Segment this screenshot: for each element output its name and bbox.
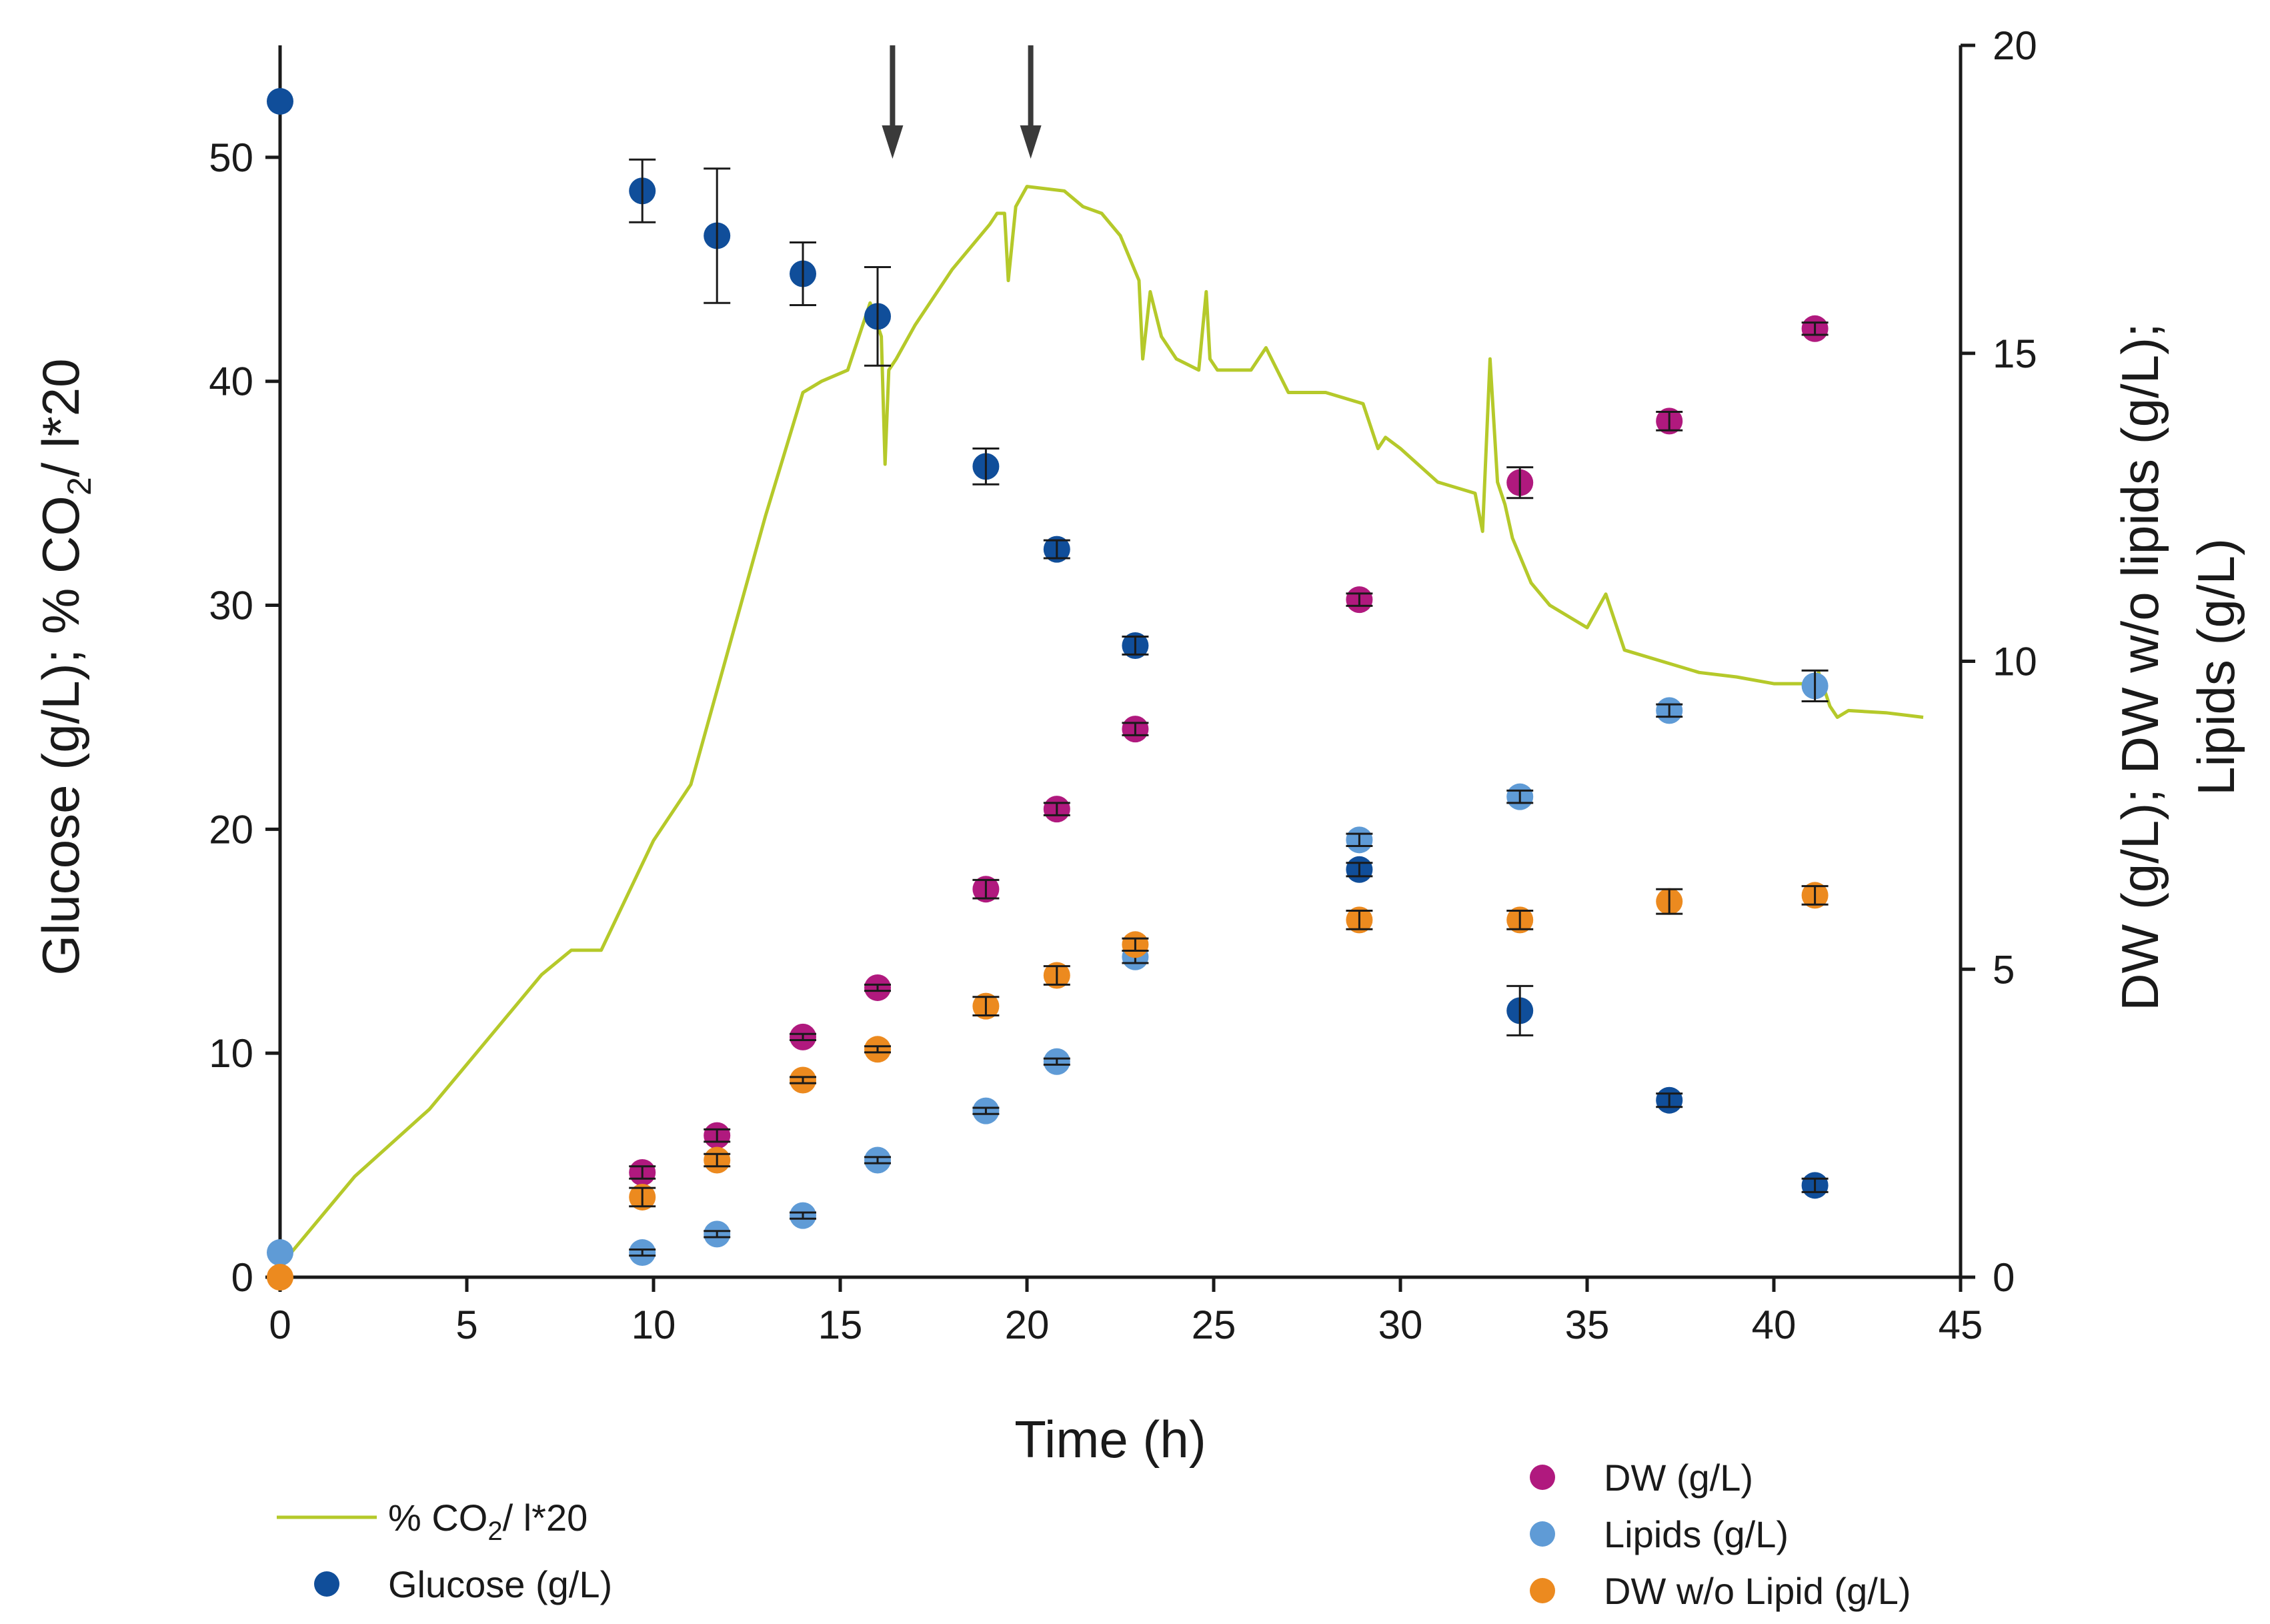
legend-left: % CO2/ l*20 Glucose (g/L) [277, 1497, 612, 1605]
x-tick-label: 45 [1939, 1303, 1983, 1347]
y-right-tick-label: 5 [1993, 947, 2015, 992]
x-tick-label: 20 [1005, 1303, 1050, 1347]
y-right-tick-label: 20 [1993, 23, 2037, 68]
y-left-tick-label: 40 [209, 359, 253, 404]
x-tick-label: 5 [455, 1303, 477, 1347]
y-left-axis-title-part1: Glucose (g/L); % CO [31, 496, 90, 976]
x-tick-label: 25 [1192, 1303, 1236, 1347]
y-right-axis-title-line1: DW (g/L); DW w/o lipids (g/L); [2111, 323, 2169, 1010]
legend-dw-label: DW (g/L) [1604, 1457, 1753, 1499]
legend-dw-marker [1530, 1465, 1555, 1490]
y-left-tick-label: 30 [209, 584, 253, 628]
legend-co2-label-part3: / l*20 [503, 1497, 588, 1539]
y-right-tick-label: 15 [1993, 331, 2037, 376]
event-arrow-head [1020, 125, 1042, 159]
legend-dw-wo-lipid-marker [1530, 1578, 1555, 1603]
legend-co2-label-part1: % CO [388, 1497, 487, 1539]
y-left-tick-label: 20 [209, 807, 253, 852]
y-left-axis-title-subscript: 2 [61, 477, 98, 496]
legend-co2-label: % CO2/ l*20 [388, 1497, 588, 1546]
x-tick-label: 15 [818, 1303, 863, 1347]
y-left-axis-title: Glucose (g/L); % CO2/ l*20 [31, 358, 98, 975]
y-left-axis-title-part3: / l*20 [31, 358, 90, 477]
legend-lipids-label: Lipids (g/L) [1604, 1513, 1789, 1555]
dw-w-o-lipid-g-l-point [267, 1264, 293, 1291]
y-right-tick-label: 10 [1993, 640, 2037, 684]
y-left-tick-label: 50 [209, 135, 253, 180]
x-tick-label: 30 [1378, 1303, 1423, 1347]
legend-glucose-marker [314, 1571, 339, 1597]
y-right-tick-label: 0 [1993, 1255, 2015, 1300]
x-tick-label: 35 [1565, 1303, 1610, 1347]
legend-co2-label-subscript: 2 [487, 1517, 502, 1546]
co2-line-series [279, 185, 1924, 1267]
y-left-tick-label: 10 [209, 1031, 253, 1076]
legend-right: DW (g/L) Lipids (g/L) DW w/o Lipid (g/L) [1530, 1457, 1911, 1612]
y-left-tick-label: 0 [231, 1255, 253, 1300]
x-tick-label: 10 [632, 1303, 676, 1347]
event-arrow-head [882, 125, 904, 159]
legend-glucose-label: Glucose (g/L) [388, 1563, 612, 1605]
legend-dw-wo-lipid-label: DW w/o Lipid (g/L) [1604, 1570, 1911, 1612]
x-tick-label: 40 [1752, 1303, 1797, 1347]
x-tick-label: 0 [269, 1303, 291, 1347]
y-right-axis-title-line2: Lipids (g/L) [2187, 538, 2245, 796]
legend-lipids-marker [1530, 1521, 1555, 1547]
x-axis-title: Time (h) [1014, 1410, 1206, 1469]
glucose-g-l-point [267, 87, 293, 115]
lipids-g-l-point [267, 1239, 293, 1267]
